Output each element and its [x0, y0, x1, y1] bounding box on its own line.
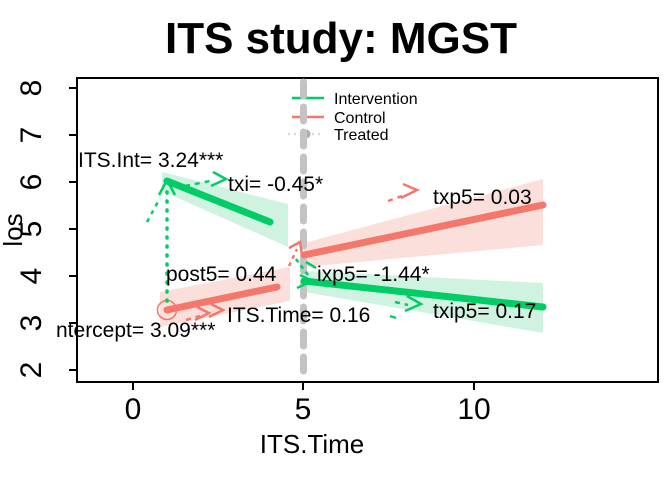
legend-label-intervention: Intervention: [334, 91, 418, 108]
intervention-pre-line: [163, 177, 274, 226]
annotation-txp5: txp5= 0.03: [433, 186, 532, 209]
control-post-line: [300, 201, 547, 259]
its-int-jump-arrow-icon: [145, 177, 177, 303]
y-tick-label: 2: [15, 362, 48, 379]
x-tick-label: 5: [295, 393, 312, 426]
control-pre-line: [163, 283, 281, 314]
legend: Intervention Control Treated: [288, 91, 418, 144]
y-tick-label: 5: [15, 221, 48, 238]
chart-title: ITS study: MGST: [165, 14, 517, 63]
annotation-ixp5: ixp5= -1.44*: [317, 263, 430, 286]
legend-label-treated: Treated: [334, 127, 389, 144]
its-time-arrow-icon: [185, 302, 226, 322]
fitted-lines: [163, 177, 547, 314]
y-tick-label: 7: [15, 127, 48, 144]
annotation-intercept: ntercept= 3.09***: [56, 319, 215, 342]
annotation-post5: post5= 0.44: [166, 263, 277, 286]
legend-label-control: Control: [334, 110, 386, 127]
annotation-txi: txi= -0.45*: [228, 173, 323, 196]
x-tick-label: 10: [457, 393, 490, 426]
annotation-its-time: ITS.Time= 0.16: [227, 304, 370, 327]
y-tick-label: 3: [15, 315, 48, 332]
post5-jump-arrow-icon: [287, 240, 304, 267]
x-axis-title: ITS.Time: [260, 429, 364, 459]
annotation-its-int: ITS.Int= 3.24***: [78, 149, 223, 172]
intervention-post-line: [300, 277, 547, 311]
annotation-txip5: txip5= 0.17: [433, 300, 536, 323]
y-tick-label: 6: [15, 174, 48, 191]
x-axis: [132, 382, 475, 390]
y-tick-label: 8: [15, 80, 48, 97]
txi-arrow-icon: [184, 170, 229, 188]
x-tick-label: 0: [125, 393, 142, 426]
y-axis: [69, 87, 77, 371]
ixp5-jump-arrow-icon: [295, 258, 317, 290]
y-axis-labels: 2 3 4 5 6 7 8 los: [0, 80, 48, 379]
y-axis-title: los: [0, 213, 28, 246]
y-tick-label: 4: [15, 268, 48, 285]
txp5-arrow-icon: [387, 182, 420, 203]
txip5-arrow-icon: [389, 294, 424, 320]
x-axis-labels: 0 5 10 ITS.Time: [125, 393, 491, 459]
coefficient-annotations: ITS.Int= 3.24*** txi= -0.45* txp5= 0.03 …: [56, 149, 536, 342]
